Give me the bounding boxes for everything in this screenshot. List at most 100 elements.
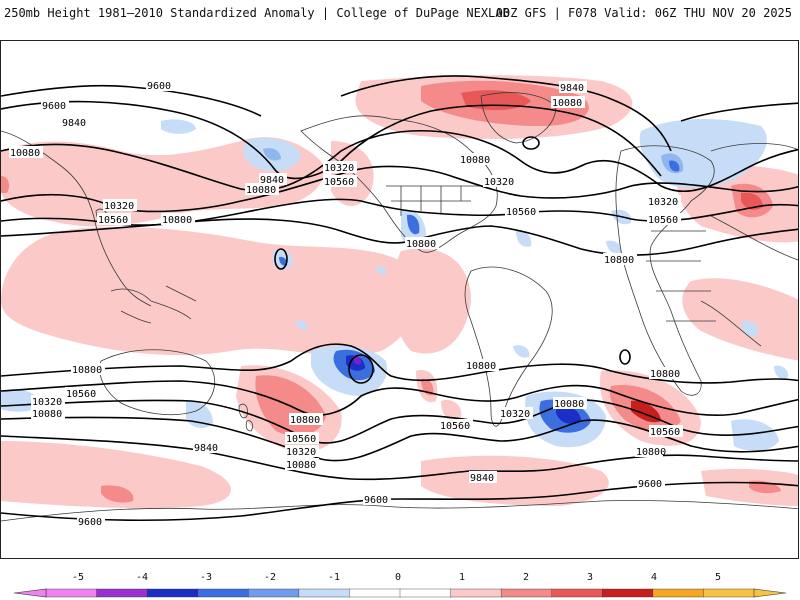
- neg-anomaly-area: [556, 405, 581, 424]
- maritime-continent-islands: [110, 285, 197, 324]
- colorbar-tick: -1: [328, 572, 340, 583]
- chart-title: 250mb Height 1981–2010 Standardized Anom…: [4, 6, 510, 20]
- colorbar-right-arrow: [753, 588, 787, 598]
- contour-label: 10560: [650, 427, 680, 438]
- greenland-coastline: [480, 92, 557, 144]
- contour-label: 9840: [62, 118, 86, 129]
- contour-label: 10560: [98, 215, 128, 226]
- contour-label: 10320: [484, 177, 514, 188]
- neg-anomaly-area: [161, 119, 196, 134]
- colorbar-segment: [349, 588, 401, 598]
- contour-label: 10800: [290, 415, 320, 426]
- pos-anomaly-area: [1, 137, 324, 227]
- pos-anomaly-area: [101, 485, 134, 503]
- contour-labels: 9600 9600 9840 10080 9840 10080 10320 10…: [9, 79, 683, 528]
- colorbar-tick: -4: [136, 572, 148, 583]
- contour-label: 10560: [66, 389, 96, 400]
- colorbar-segment: [96, 588, 148, 598]
- africa-borders: [646, 230, 716, 322]
- neg-anomaly-area: [606, 240, 622, 254]
- colorbar-segment: [652, 588, 705, 598]
- contour-label: 10320: [286, 447, 316, 458]
- contour-label: 10320: [104, 201, 134, 212]
- contour-label: 10080: [32, 409, 62, 420]
- map-canvas: 9600 9600 9840 10080 9840 10080 10320 10…: [1, 75, 798, 528]
- contour-label: 9840: [194, 443, 218, 454]
- colorbar-segment: [248, 588, 300, 598]
- colorbar-left-arrow: [13, 588, 47, 598]
- contour-label: 10560: [286, 434, 316, 445]
- colorbar-segment: [197, 588, 249, 598]
- colorbar-segment: [602, 588, 654, 598]
- contour-label: 10800: [650, 369, 680, 380]
- colorbar-segments: [45, 588, 755, 598]
- closed-contour-pacific: [274, 248, 288, 270]
- contour-label: 10800: [636, 447, 666, 458]
- pos-anomaly-area: [392, 248, 471, 354]
- contour-9840-south: [1, 435, 798, 481]
- contour-label: 10320: [32, 397, 62, 408]
- contour-10800-south: [1, 343, 798, 384]
- colorbar-tick: -3: [200, 572, 212, 583]
- contour-label: 9840: [260, 175, 284, 186]
- new-zealand-coastline: [238, 403, 254, 432]
- contour-label: 10080: [554, 399, 584, 410]
- colorbar-segment: [146, 588, 199, 598]
- contour-label: 9600: [364, 495, 388, 506]
- colorbar-segment: [703, 588, 755, 598]
- antarctica-coastline: [1, 500, 798, 522]
- colorbar-tick: 5: [715, 572, 721, 583]
- contour-label: 10800: [604, 255, 634, 266]
- colorbar-segment: [298, 588, 351, 598]
- contour-label: 10560: [440, 421, 470, 432]
- neg-anomaly-area: [516, 230, 532, 247]
- colorbar-tick: -2: [264, 572, 276, 583]
- colorbar-tick: 1: [459, 572, 465, 583]
- anomaly-map: 9600 9600 9840 10080 9840 10080 10320 10…: [0, 40, 799, 559]
- contour-label: 10560: [324, 177, 354, 188]
- pos-anomaly-area: [1, 441, 231, 509]
- colorbar-tick: 0: [395, 572, 401, 583]
- colorbar-segment: [45, 588, 98, 598]
- model-run-valid-time: 00Z GFS | F078 Valid: 06Z THU NOV 20 202…: [495, 6, 792, 20]
- anomaly-colorbar: -5 -4 -3 -2 -1 0 1 2 3 4 5: [13, 572, 787, 598]
- contour-label: 9600: [78, 517, 102, 528]
- closed-contour-atlantic: [619, 349, 631, 365]
- australia-coastline: [99, 349, 215, 416]
- asia-coastline: [700, 143, 798, 347]
- contour-10080-south: [1, 416, 798, 462]
- contour-label: 10320: [648, 197, 678, 208]
- neg-anomaly-area: [731, 419, 779, 451]
- colorbar-tick: 2: [523, 572, 529, 583]
- contour-label: 9600: [147, 81, 171, 92]
- contour-10080-north: [1, 129, 798, 193]
- contour-10560-north: [1, 198, 798, 226]
- neg-anomaly-area: [774, 365, 789, 380]
- pos-anomaly-area: [682, 278, 798, 361]
- neg-anomaly-area: [353, 355, 362, 365]
- closed-contour-canada: [522, 136, 540, 150]
- colorbar-segment: [450, 588, 502, 598]
- colorbar-tick: 3: [587, 572, 593, 583]
- contour-label: 10080: [286, 460, 316, 471]
- contour-label: 9840: [470, 473, 494, 484]
- closed-contour-south-pacific: [348, 354, 374, 384]
- contour-label: 10560: [506, 207, 536, 218]
- contour-label: 10080: [10, 148, 40, 159]
- contour-9600-north: [1, 75, 672, 152]
- pos-anomaly-area: [1, 176, 9, 193]
- contour-label: 10080: [552, 98, 582, 109]
- contour-label: 10320: [324, 163, 354, 174]
- colorbar-segment: [551, 588, 603, 598]
- contour-label: 9840: [560, 83, 584, 94]
- neg-anomaly-area: [376, 266, 387, 275]
- contour-label: 10800: [72, 365, 102, 376]
- neg-anomaly-area: [263, 148, 281, 161]
- colorbar-ticks: -5 -4 -3 -2 -1 0 1 2 3 4 5: [72, 572, 721, 583]
- north-america-borders: [386, 185, 481, 216]
- neg-anomaly-area: [279, 256, 288, 266]
- neg-anomaly-area: [296, 320, 308, 330]
- neg-anomaly-area: [741, 320, 759, 337]
- contour-10560-south: [1, 380, 798, 416]
- neg-anomaly-area: [407, 214, 420, 235]
